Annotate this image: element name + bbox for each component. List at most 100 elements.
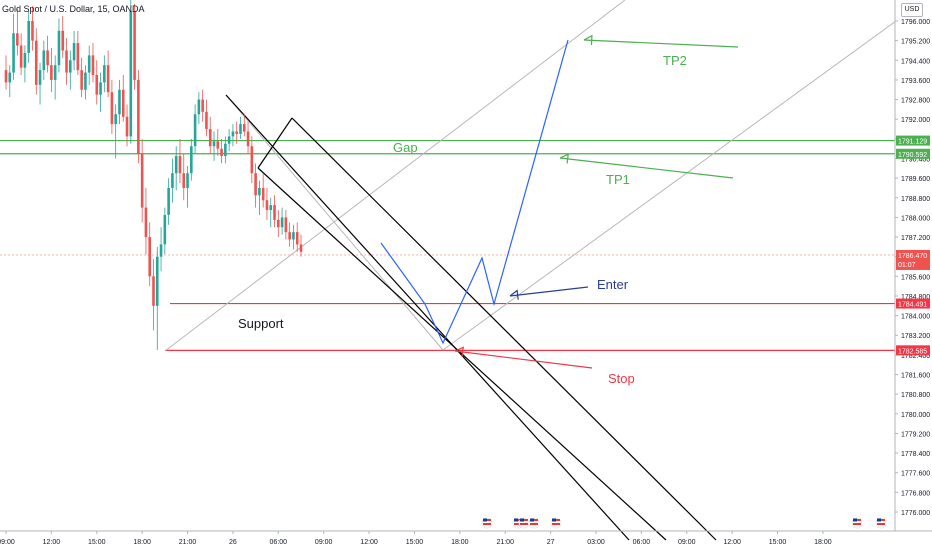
- price-countdown: 01:07: [898, 262, 916, 269]
- candle-body: [295, 232, 299, 245]
- candle-body: [220, 148, 223, 157]
- time-tick-label: 18:00: [451, 539, 469, 546]
- price-tick-label: 1782.400: [901, 353, 930, 360]
- time-tick-label: 06:00: [633, 539, 651, 546]
- price-badge-label: 1790.592: [898, 152, 927, 159]
- candle-body: [103, 65, 106, 83]
- price-tick-label: 1778.400: [901, 451, 930, 458]
- candle-body: [106, 65, 110, 93]
- us-flag-event-icon[interactable]: [875, 517, 887, 529]
- flag-canton: [552, 518, 556, 522]
- pitchfork-median-line[interactable]: [225, 94, 444, 351]
- price-badge: [896, 148, 930, 159]
- candle-body: [8, 72, 12, 83]
- candle-body: [84, 72, 87, 90]
- price-badge-label: 1784.491: [898, 302, 927, 309]
- price-badge-label: 1786.470: [898, 253, 927, 260]
- candle-body: [99, 82, 102, 95]
- price-tick-label: 1787.200: [901, 235, 930, 242]
- channel-handle-line[interactable]: [257, 117, 293, 169]
- price-tick-label: 1796.000: [901, 19, 930, 26]
- flag-canton: [877, 518, 881, 522]
- channel-upper-line[interactable]: [225, 94, 630, 541]
- time-tick-label: 15:00: [406, 539, 424, 546]
- price-badge-label: 1791.129: [898, 139, 927, 146]
- us-flag-event-icon[interactable]: [851, 517, 863, 529]
- enter-arrow-head: [509, 289, 519, 300]
- us-flag-event-icon[interactable]: [518, 517, 530, 529]
- candle-body: [42, 50, 46, 71]
- tp2-arrow[interactable]: [583, 39, 739, 48]
- candle-body: [163, 214, 167, 245]
- flag-canton: [853, 518, 857, 522]
- tp1-arrow[interactable]: [559, 157, 734, 179]
- price-tick-label: 1795.200: [901, 39, 930, 46]
- candle-body: [68, 60, 72, 73]
- flag-canton: [483, 518, 487, 522]
- channel-lower-line[interactable]: [291, 117, 717, 541]
- us-flag-event-icon[interactable]: [481, 517, 493, 529]
- time-tick-label: 15:00: [769, 539, 787, 546]
- candle-body: [239, 124, 242, 134]
- price-tick-label: 1780.000: [901, 412, 930, 419]
- pitchfork-lower-line[interactable]: [442, 0, 926, 351]
- candle-body: [182, 173, 186, 188]
- stop-arrow[interactable]: [454, 350, 593, 369]
- time-tick-label: 12:00: [360, 539, 378, 546]
- candle-body: [269, 205, 273, 211]
- candle-body: [288, 232, 291, 240]
- candle-body: [205, 111, 208, 130]
- price-tick-label: 1792.000: [901, 117, 930, 124]
- enter-arrow[interactable]: [509, 286, 589, 297]
- time-tick-label: 12:00: [723, 539, 741, 546]
- us-flag-event-icon[interactable]: [550, 517, 562, 529]
- time-tick-label: 09:00: [315, 539, 333, 546]
- candle-body: [118, 89, 121, 115]
- time-tick-label: 21:00: [496, 539, 514, 546]
- time-tick-label: 21:00: [179, 539, 197, 546]
- candle-body: [159, 244, 163, 257]
- candle-body: [254, 173, 257, 196]
- price-tick-label: 1785.600: [901, 274, 930, 281]
- currency-badge[interactable]: USD: [901, 3, 923, 17]
- price-tick-label: 1792.800: [901, 98, 930, 105]
- candle-body: [273, 205, 276, 220]
- time-tick-label: 09:00: [0, 539, 15, 546]
- candle-body: [31, 21, 34, 41]
- flag-stripe: [483, 523, 491, 525]
- tp1-arrow-head: [559, 153, 569, 164]
- candle-body: [155, 256, 159, 306]
- tp2-arrow-head: [583, 34, 593, 46]
- projected-path-line[interactable]: [380, 39, 569, 345]
- price-tick-label: 1776.000: [901, 510, 930, 517]
- candle-body: [95, 75, 99, 95]
- candle-body: [16, 33, 19, 46]
- candle-body: [242, 124, 246, 132]
- candle-body: [23, 52, 27, 68]
- candle-body: [193, 114, 197, 147]
- us-flag-event-icon[interactable]: [528, 517, 540, 529]
- candle-body: [167, 187, 170, 215]
- price-tick-label: 1779.200: [901, 431, 930, 438]
- price-tick-label: 1793.600: [901, 78, 930, 85]
- candle-body: [91, 55, 95, 76]
- flag-stripe: [520, 523, 528, 525]
- candle-body: [50, 65, 53, 80]
- annotation-gap: Gap: [393, 140, 418, 155]
- candle-body: [277, 219, 280, 228]
- candle-body: [133, 11, 136, 80]
- pitchfork-upper-line[interactable]: [164, 0, 626, 352]
- price-tick-label: 1788.800: [901, 196, 930, 203]
- time-tick-label: 15:00: [88, 539, 106, 546]
- candle-body: [27, 21, 30, 53]
- price-tick-label: 1777.600: [901, 471, 930, 478]
- candle-body: [178, 156, 182, 174]
- time-tick-label: 12:00: [43, 539, 61, 546]
- candle-body: [216, 141, 220, 149]
- candle-body: [171, 173, 174, 188]
- time-tick-label: 27: [547, 539, 555, 546]
- time-tick-label: 26: [229, 539, 237, 546]
- candle-body: [148, 237, 152, 277]
